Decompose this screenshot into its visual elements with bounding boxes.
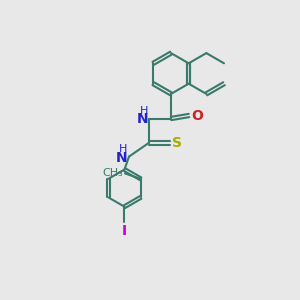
Text: N: N [136, 112, 148, 126]
Text: H: H [140, 106, 148, 116]
Text: I: I [122, 224, 127, 238]
Text: N: N [116, 151, 127, 165]
Text: O: O [191, 109, 203, 122]
Text: S: S [172, 136, 182, 150]
Text: H: H [119, 144, 127, 154]
Text: CH₃: CH₃ [103, 168, 123, 178]
